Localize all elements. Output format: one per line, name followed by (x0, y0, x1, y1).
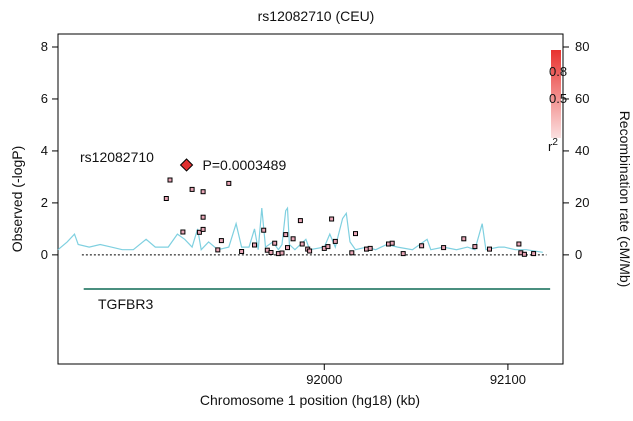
y2-tick-label: 80 (575, 39, 589, 54)
snp-point (268, 250, 274, 255)
snp-point (218, 238, 224, 244)
y-axis-right-title: Recombination rate (cM/Mb) (617, 111, 633, 288)
snp-point (297, 218, 303, 224)
y-tick-label: 2 (41, 195, 48, 210)
y2-tick-label: 0 (575, 247, 582, 262)
snp-point (226, 180, 232, 186)
snp-point (325, 244, 331, 250)
snp-point (285, 245, 290, 251)
snp-point (200, 214, 206, 220)
r2-legend: 0.8 0.5 r2 (548, 50, 567, 154)
snp-point (367, 245, 373, 251)
snp-point (307, 248, 313, 254)
snp-point (272, 240, 278, 246)
snp-point (200, 189, 206, 195)
y-tick-label: 6 (41, 91, 48, 106)
snp-point (472, 244, 478, 250)
y-tick-label: 8 (41, 39, 48, 54)
x-axis: 92000 92100 (306, 364, 526, 387)
snp-point (215, 247, 221, 253)
r2-label-mid: 0.5 (549, 91, 567, 106)
snp-point (419, 243, 425, 249)
snp-point (329, 216, 335, 222)
y-axis-left: 0 2 4 6 8 (41, 39, 58, 262)
x-tick-label: 92000 (306, 372, 342, 387)
y-tick-label: 4 (41, 143, 48, 158)
snp-point (196, 229, 202, 235)
plot-area-frame (57, 33, 564, 365)
y-tick-label: 0 (41, 247, 48, 262)
snp-point (180, 229, 186, 235)
snp-point (389, 240, 395, 246)
snp-point (332, 238, 338, 244)
snp-point (441, 245, 447, 251)
y2-tick-label: 20 (575, 195, 589, 210)
snp-point (252, 242, 257, 248)
snp-point (261, 227, 267, 233)
x-axis-title: Chromosome 1 position (hg18) (kb) (200, 392, 420, 408)
snp-point (200, 226, 206, 232)
r2-legend-title: r2 (548, 137, 558, 154)
snp-point (487, 246, 492, 252)
r2-title-base: r (548, 139, 553, 154)
lead-snp-pvalue: P=0.0003489 (203, 157, 287, 173)
chart-title: rs12082710 (CEU) (258, 8, 375, 24)
snp-points (163, 177, 537, 257)
gene-label: TGFBR3 (98, 296, 153, 312)
snp-point (461, 236, 467, 242)
y2-tick-label: 40 (575, 143, 589, 158)
snp-point (283, 232, 289, 238)
y2-tick-label: 60 (575, 91, 589, 106)
snp-point (521, 251, 527, 257)
snp-point (531, 251, 537, 257)
lead-snp-label: rs12082710 (80, 149, 154, 165)
snp-point (400, 251, 406, 257)
snp-point (167, 177, 173, 183)
r2-label-high: 0.8 (549, 64, 567, 79)
snp-point (349, 250, 355, 256)
x-tick-label: 92100 (490, 372, 526, 387)
snp-point (163, 196, 169, 201)
r2-title-sup: 2 (552, 137, 558, 148)
snp-point (189, 186, 195, 192)
snp-point (290, 236, 296, 242)
y-axis-right: 0 20 40 60 80 (563, 39, 589, 262)
snp-point (299, 241, 305, 247)
y-axis-left-title: Observed (-logP) (9, 146, 25, 253)
snp-point (239, 249, 245, 254)
snp-point (353, 231, 358, 237)
snp-point (516, 241, 522, 247)
r2-colorbar (551, 50, 561, 138)
snp-point (279, 250, 285, 256)
lead-snp-marker (179, 158, 194, 172)
